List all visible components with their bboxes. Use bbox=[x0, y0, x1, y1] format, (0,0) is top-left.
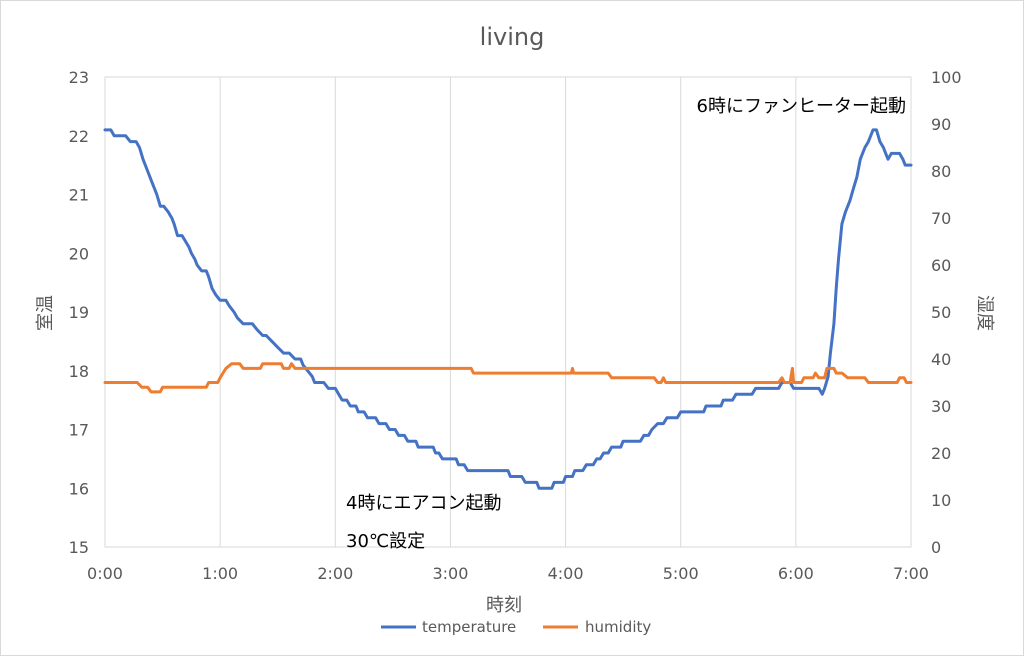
annotation-aircon-setting: 30℃設定 bbox=[346, 531, 425, 552]
humidity-series-line bbox=[103, 362, 913, 394]
legend-temperature-label: temperature bbox=[422, 618, 516, 636]
right-y-tick-label: 60 bbox=[931, 256, 951, 275]
legend-humidity-label: humidity bbox=[585, 618, 651, 636]
right-y-tick-label: 50 bbox=[931, 303, 951, 322]
left-y-tick-label: 22 bbox=[69, 127, 89, 146]
left-y-tick-label: 17 bbox=[69, 421, 89, 440]
right-y-tick-label: 30 bbox=[931, 397, 951, 416]
series-lines bbox=[103, 128, 913, 490]
right-y-tick-label: 70 bbox=[931, 209, 951, 228]
right-y-axis-ticks: 0 10 20 30 40 50 60 70 80 90 100 bbox=[931, 68, 962, 557]
x-tick-label: 7:00 bbox=[893, 564, 929, 583]
annotation-aircon-start: 4時にエアコン起動 bbox=[346, 493, 501, 514]
right-y-tick-label: 100 bbox=[931, 68, 962, 87]
temperature-series-line bbox=[103, 128, 913, 490]
legend: temperature humidity bbox=[381, 618, 651, 636]
left-y-tick-label: 20 bbox=[69, 244, 89, 263]
right-y-tick-label: 90 bbox=[931, 115, 951, 134]
right-y-tick-label: 40 bbox=[931, 350, 951, 369]
plot-area-border bbox=[104, 76, 912, 548]
left-y-axis-title: 室温 bbox=[35, 295, 56, 331]
left-y-tick-label: 18 bbox=[69, 362, 89, 381]
left-y-tick-label: 19 bbox=[69, 303, 89, 322]
right-y-tick-label: 10 bbox=[931, 491, 951, 510]
x-axis-ticks: 0:00 1:00 2:00 3:00 4:00 5:00 6:00 7:00 bbox=[87, 564, 929, 583]
left-y-axis-ticks: 15 16 17 18 19 20 21 22 23 bbox=[69, 68, 89, 557]
x-tick-label: 4:00 bbox=[548, 564, 584, 583]
left-y-tick-label: 16 bbox=[69, 479, 89, 498]
x-tick-label: 0:00 bbox=[87, 564, 123, 583]
left-y-tick-label: 15 bbox=[69, 538, 89, 557]
x-tick-label: 5:00 bbox=[663, 564, 699, 583]
x-tick-label: 6:00 bbox=[778, 564, 814, 583]
left-y-tick-label: 23 bbox=[69, 68, 89, 87]
right-y-tick-label: 80 bbox=[931, 162, 951, 181]
x-tick-label: 3:00 bbox=[432, 564, 468, 583]
annotation-fan-heater: 6時にファンヒーター起動 bbox=[697, 96, 906, 117]
right-y-tick-label: 0 bbox=[931, 538, 941, 557]
x-axis-title: 時刻 bbox=[486, 595, 522, 616]
chart-title: living bbox=[480, 23, 545, 51]
right-y-tick-label: 20 bbox=[931, 444, 951, 463]
vertical-gridlines bbox=[104, 77, 912, 547]
right-y-axis-title: 湿度 bbox=[974, 295, 995, 331]
x-tick-label: 2:00 bbox=[317, 564, 353, 583]
left-y-tick-label: 21 bbox=[69, 186, 89, 205]
x-tick-label: 1:00 bbox=[202, 564, 238, 583]
